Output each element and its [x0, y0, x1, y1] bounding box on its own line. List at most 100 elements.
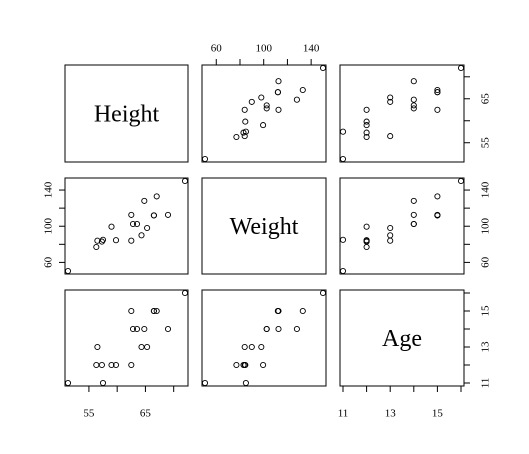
data-point	[274, 307, 281, 315]
data-point	[248, 98, 255, 105]
data-point	[93, 243, 100, 251]
data-point	[181, 177, 189, 185]
tick-label: 15	[480, 305, 492, 317]
data-point	[201, 155, 209, 163]
data-point	[275, 78, 282, 85]
tick-label: 55	[480, 137, 492, 149]
data-point	[98, 361, 105, 369]
data-point	[108, 223, 115, 230]
data-point	[99, 236, 107, 243]
data-point	[319, 289, 327, 297]
data-point	[293, 96, 300, 103]
data-point	[434, 106, 441, 113]
data-point	[387, 133, 394, 140]
data-point	[128, 211, 135, 218]
data-point	[363, 122, 370, 129]
data-point	[319, 64, 327, 72]
panel-frame	[64, 64, 189, 163]
data-point	[434, 86, 441, 94]
tick-label: 11	[338, 408, 349, 420]
data-point	[387, 94, 394, 101]
data-point	[410, 78, 417, 85]
data-point	[299, 307, 306, 315]
tick-label: 100	[43, 217, 55, 234]
data-point	[64, 379, 72, 387]
data-point	[150, 307, 157, 315]
data-point	[108, 361, 115, 369]
data-point	[153, 193, 160, 200]
data-point	[141, 197, 148, 204]
data-point	[260, 361, 267, 369]
data-point	[363, 237, 370, 244]
data-point	[94, 237, 101, 244]
data-point	[129, 220, 137, 228]
data-point	[387, 98, 394, 105]
tick-label: 140	[480, 181, 492, 198]
data-point	[241, 361, 248, 369]
data-point	[153, 307, 160, 315]
panel-frame	[201, 289, 327, 387]
data-point	[410, 197, 417, 204]
data-point	[434, 89, 441, 96]
data-point	[93, 361, 100, 369]
data-point	[138, 343, 145, 351]
data-point	[363, 133, 370, 141]
data-point	[144, 343, 151, 351]
data-point	[241, 343, 248, 351]
data-point	[112, 237, 120, 244]
data-point	[181, 289, 189, 297]
tick-label: 60	[43, 256, 55, 268]
data-point	[410, 96, 417, 103]
data-point	[241, 133, 248, 140]
left-axis: 60 100 140	[43, 181, 66, 268]
data-point	[94, 343, 101, 351]
data-point	[387, 224, 394, 232]
data-point	[293, 325, 300, 333]
tick-label: 140	[303, 43, 320, 55]
panel-frame	[339, 64, 465, 163]
data-point	[64, 267, 72, 275]
top-axis: 60 100 140	[211, 43, 320, 66]
data-point	[363, 243, 370, 251]
diagonal-label: Age	[382, 326, 422, 352]
tick-label: 140	[43, 181, 55, 198]
data-point	[99, 379, 107, 387]
diagonal-label: Height	[94, 102, 160, 128]
data-point	[363, 223, 370, 230]
data-point	[128, 237, 135, 244]
bottom-axis: 55 65	[83, 385, 175, 420]
data-point	[363, 129, 370, 136]
data-point	[150, 212, 157, 219]
tick-label: 15	[432, 408, 444, 420]
panel-frame	[201, 177, 327, 275]
tick-label: 100	[255, 43, 272, 55]
data-point	[233, 133, 240, 141]
data-point	[339, 128, 347, 135]
data-point	[258, 343, 265, 351]
data-point	[434, 212, 441, 219]
panel-frame	[201, 64, 327, 163]
tick-label: 60	[211, 43, 223, 55]
tick-label: 11	[480, 378, 492, 389]
data-point	[363, 106, 370, 113]
data-point	[129, 325, 137, 333]
data-point	[275, 325, 282, 333]
data-point	[242, 118, 249, 125]
data-point	[387, 232, 394, 239]
data-point	[138, 232, 145, 239]
panel-frame	[64, 289, 189, 387]
data-point	[410, 211, 417, 218]
data-point	[128, 307, 135, 315]
data-point	[410, 102, 417, 109]
data-point	[164, 325, 172, 333]
data-point	[263, 325, 270, 333]
data-point	[299, 86, 306, 94]
tick-label: 100	[480, 217, 492, 234]
data-point	[274, 89, 281, 96]
data-point	[258, 94, 265, 101]
data-point	[363, 118, 370, 125]
data-point	[263, 105, 270, 112]
data-point	[241, 106, 248, 113]
data-point	[164, 211, 172, 218]
